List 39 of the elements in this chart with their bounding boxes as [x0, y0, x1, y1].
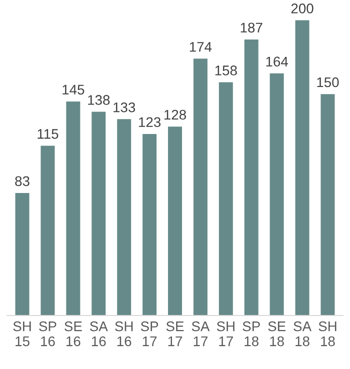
data-label: 158 — [215, 66, 237, 76]
bar — [295, 20, 310, 316]
data-label: 138 — [88, 95, 110, 105]
data-label: 187 — [240, 22, 262, 33]
data-label: 83 — [15, 176, 30, 186]
x-tick-label: SH 18 — [318, 321, 336, 346]
bar — [218, 82, 233, 316]
data-label: 133 — [114, 102, 136, 112]
data-label: 128 — [164, 110, 186, 120]
data-label: 115 — [38, 129, 58, 139]
bar — [117, 119, 132, 316]
bar — [15, 192, 30, 316]
bar — [270, 73, 284, 316]
x-tick-label: SA 16 — [90, 321, 108, 346]
x-tick-label: SH 15 — [13, 321, 31, 346]
data-label: 174 — [190, 42, 212, 52]
data-label: 123 — [139, 117, 161, 128]
x-tick-label: SH 17 — [216, 321, 234, 346]
bar — [168, 126, 182, 316]
data-label: 150 — [317, 77, 339, 88]
data-label: 200 — [291, 4, 314, 14]
bar — [142, 134, 157, 316]
bar — [320, 94, 335, 316]
x-tick-label: SE 17 — [166, 321, 184, 346]
x-tick-label: SA 17 — [192, 321, 210, 346]
bar — [40, 146, 55, 316]
x-tick-label: SA 18 — [294, 321, 312, 346]
bar — [244, 39, 258, 316]
x-tick-label: SE 16 — [64, 321, 82, 346]
x-tick-label: SP 17 — [140, 321, 158, 346]
x-tick-label: SE 18 — [268, 321, 286, 346]
x-tick-label: SH 16 — [115, 321, 133, 346]
bar — [193, 58, 208, 316]
x-tick-label: SP 16 — [39, 321, 56, 346]
data-label: 164 — [266, 56, 288, 67]
x-tick-label: SP 18 — [242, 321, 260, 346]
bar — [66, 101, 80, 316]
bar — [92, 112, 106, 316]
data-label: 145 — [62, 84, 84, 95]
